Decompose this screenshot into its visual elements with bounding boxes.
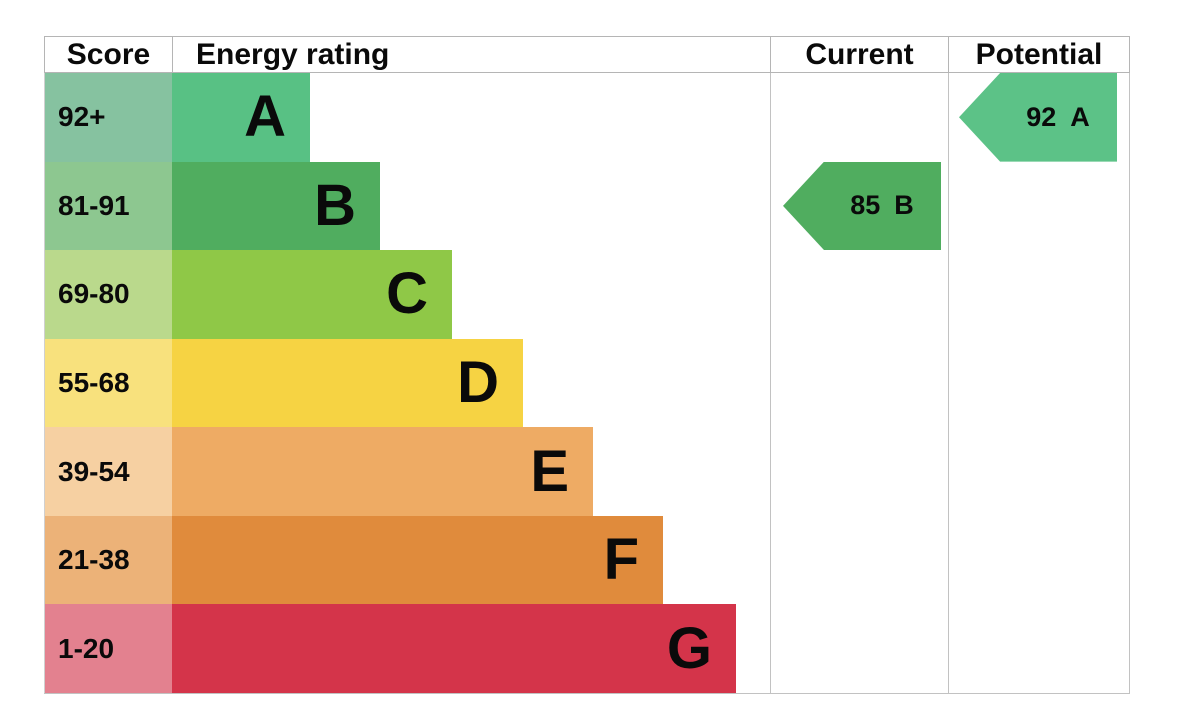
band-letter: B — [314, 172, 356, 238]
potential-column-cell — [948, 161, 1130, 251]
rating-band-bar: A — [172, 73, 310, 162]
band-letter: E — [530, 438, 569, 504]
potential-column-cell: 92 A — [948, 73, 1130, 162]
potential-column-cell — [948, 604, 1130, 694]
score-range-cell: 81-91 — [44, 161, 172, 251]
rating-row-g: 1-20 G — [44, 604, 1130, 694]
potential-column-cell — [948, 515, 1130, 605]
rating-row-f: 21-38 F — [44, 515, 1130, 605]
potential-column-cell — [948, 427, 1130, 516]
header-energy-rating: Energy rating — [172, 37, 770, 72]
rating-row-a: 92+ A 92 A — [44, 73, 1130, 162]
current-column-cell — [770, 250, 948, 339]
band-letter: D — [457, 350, 499, 416]
rating-row-b: 81-91 B 85 B — [44, 161, 1130, 251]
energy-rating-cell: D — [172, 338, 770, 428]
rating-band-bar: D — [172, 338, 523, 428]
current-column-cell — [770, 515, 948, 605]
score-range-cell: 1-20 — [44, 604, 172, 694]
score-range-cell: 92+ — [44, 73, 172, 162]
current-score-value: 85 — [850, 190, 881, 221]
current-band-letter: B — [894, 190, 914, 221]
current-column-cell — [770, 73, 948, 162]
band-letter: A — [244, 84, 286, 150]
energy-rating-cell: A — [172, 73, 770, 162]
potential-rating-arrow: 92 A — [959, 73, 1117, 162]
current-column-cell: 85 B — [770, 161, 948, 251]
score-range-cell: 55-68 — [44, 338, 172, 428]
energy-rating-cell: C — [172, 250, 770, 339]
rating-rows: 92+ A 92 A 81-91 B — [44, 73, 1130, 694]
header-score: Score — [44, 37, 172, 72]
rating-band-bar: G — [172, 604, 736, 694]
table-header-row: Score Energy rating Current Potential — [44, 36, 1130, 73]
rating-row-c: 69-80 C — [44, 250, 1130, 339]
energy-rating-cell: E — [172, 427, 770, 516]
epc-table: Score Energy rating Current Potential 92… — [44, 36, 1130, 694]
current-column-cell — [770, 427, 948, 516]
rating-band-bar: C — [172, 250, 452, 339]
rating-band-bar: B — [172, 161, 380, 251]
band-letter: F — [603, 527, 639, 593]
current-rating-arrow: 85 B — [783, 161, 941, 251]
score-range-cell: 21-38 — [44, 515, 172, 605]
energy-rating-cell: G — [172, 604, 770, 694]
potential-column-cell — [948, 250, 1130, 339]
header-potential: Potential — [948, 37, 1130, 72]
current-column-cell — [770, 604, 948, 694]
band-letter: G — [666, 615, 712, 681]
score-range-cell: 69-80 — [44, 250, 172, 339]
rating-row-e: 39-54 E — [44, 427, 1130, 516]
energy-rating-cell: B — [172, 161, 770, 251]
band-letter: C — [386, 261, 428, 327]
potential-column-cell — [948, 338, 1130, 428]
potential-band-letter: A — [1070, 101, 1090, 132]
current-column-cell — [770, 338, 948, 428]
energy-rating-cell: F — [172, 515, 770, 605]
rating-band-bar: F — [172, 515, 663, 605]
rating-row-d: 55-68 D — [44, 338, 1130, 428]
score-range-cell: 39-54 — [44, 427, 172, 516]
header-current: Current — [770, 37, 948, 72]
rating-band-bar: E — [172, 427, 593, 516]
potential-score-value: 92 — [1026, 101, 1057, 132]
